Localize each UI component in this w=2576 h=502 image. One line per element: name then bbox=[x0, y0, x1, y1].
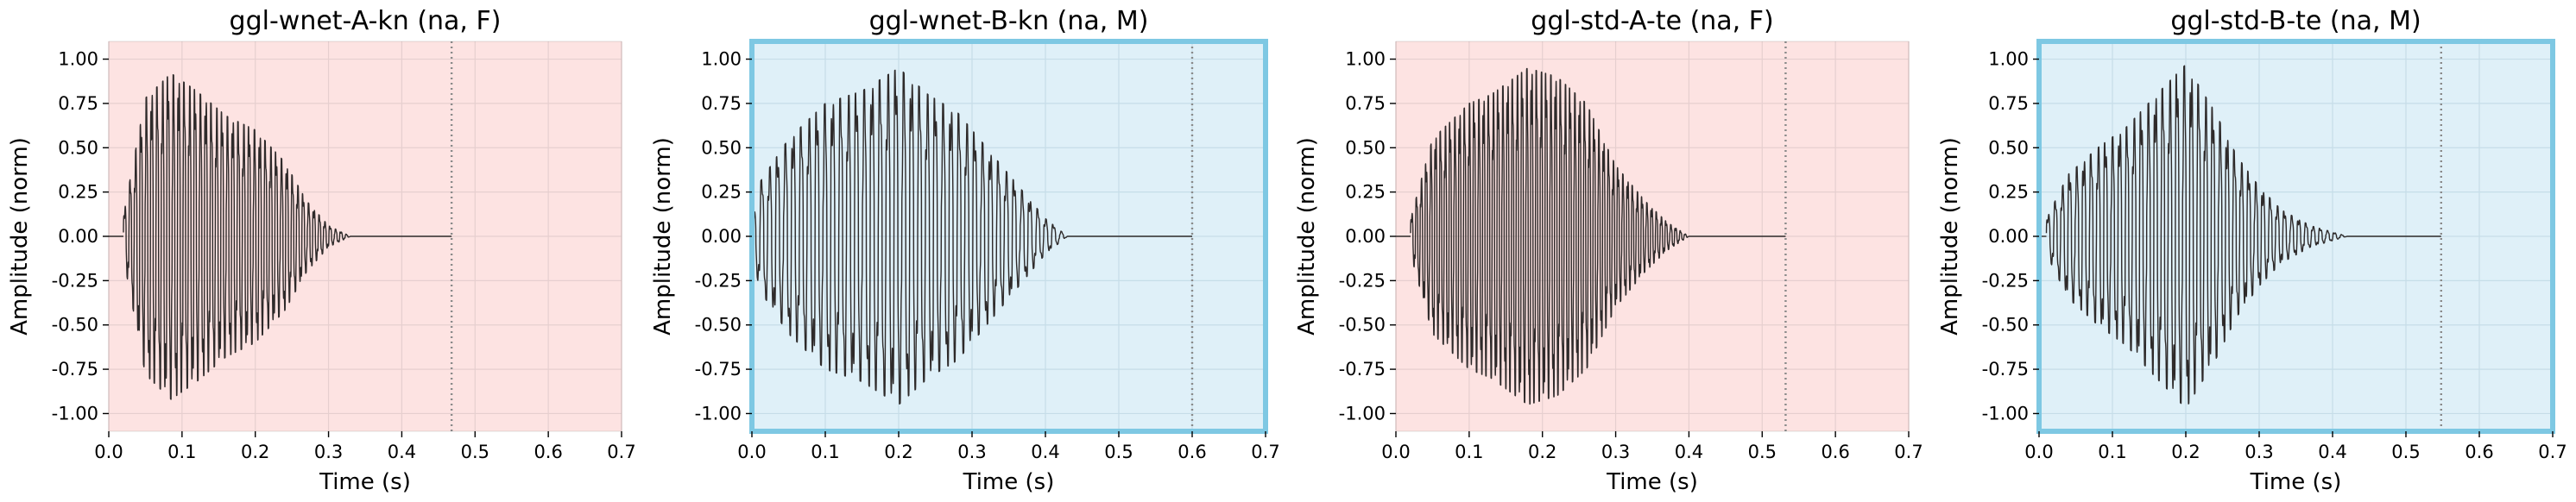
x-tick-label: 0.2 bbox=[884, 442, 912, 462]
y-tick-label: 0.00 bbox=[58, 226, 98, 247]
y-tick-label: -1.00 bbox=[52, 403, 98, 424]
x-tick-label: 0.2 bbox=[2171, 442, 2200, 462]
x-tick-label: 0.0 bbox=[1381, 442, 1410, 462]
y-tick-label: -0.75 bbox=[695, 359, 742, 380]
chart-panel-4: 0.0 0.1 0.2 0.3 0.4 0.5 0.6 0.7-1.00-0.75-0.50-… bbox=[1937, 6, 2567, 495]
y-tick-label: 0.50 bbox=[701, 137, 742, 158]
x-tick-label: 0.5 bbox=[461, 442, 489, 462]
y-tick-label: -0.25 bbox=[1982, 270, 2029, 291]
y-tick-label: 0.75 bbox=[1988, 93, 2029, 114]
x-tick-label: 0.4 bbox=[388, 442, 416, 462]
x-tick-label: 0.4 bbox=[1031, 442, 1059, 462]
x-tick-label: 0.6 bbox=[2465, 442, 2493, 462]
y-tick-label: 0.00 bbox=[1345, 226, 1386, 247]
waveform-line bbox=[1410, 67, 1786, 405]
x-tick-label: 0.2 bbox=[241, 442, 269, 462]
chart-panel-2: 0.0 0.1 0.2 0.3 0.4 0.5 0.6 0.7-1.00-0.75-0.50-… bbox=[650, 6, 1280, 495]
x-tick-label: 0.3 bbox=[1601, 442, 1630, 462]
y-tick-label: 0.50 bbox=[58, 137, 98, 158]
y-axis-label: Amplitude (norm) bbox=[1294, 137, 1320, 336]
y-tick-label: 0.75 bbox=[701, 93, 742, 114]
waveform-line bbox=[751, 69, 1192, 405]
x-tick-label: 0.6 bbox=[1178, 442, 1206, 462]
x-tick-label: 0.7 bbox=[607, 442, 635, 462]
x-tick-label: 0.6 bbox=[1821, 442, 1849, 462]
y-axis: -1.00 -0.75 -0.50 -0.25 0.00 0.25 0.50 0.75 1.00 bbox=[1982, 49, 2039, 424]
y-axis: -1.00 -0.75 -0.50 -0.25 0.00 0.25 0.50 0.75 1.00 bbox=[695, 49, 752, 424]
waveform-line bbox=[2045, 65, 2441, 405]
y-tick-label: 0.00 bbox=[1988, 226, 2029, 247]
y-tick-label: 0.50 bbox=[1345, 137, 1386, 158]
y-tick-label: 1.00 bbox=[701, 49, 742, 70]
x-tick-label: 0.1 bbox=[811, 442, 839, 462]
x-axis-label: Time (s) bbox=[2250, 469, 2342, 495]
x-tick-label: 0.2 bbox=[1528, 442, 1556, 462]
y-tick-label: -1.00 bbox=[695, 403, 742, 424]
y-axis: -1.00 -0.75 -0.50 -0.25 0.00 0.25 0.50 0.75 1.00 bbox=[52, 49, 109, 424]
y-tick-label: -0.50 bbox=[1339, 315, 1386, 336]
chart-panel-3: 0.0 0.1 0.2 0.3 0.4 0.5 0.6 0.7-1.00-0.75-0.50-… bbox=[1294, 6, 1923, 495]
x-axis-label: Time (s) bbox=[319, 469, 411, 495]
y-tick-label: -0.50 bbox=[695, 315, 742, 336]
y-tick-label: -0.25 bbox=[695, 270, 742, 291]
y-tick-label: -0.25 bbox=[1339, 270, 1386, 291]
y-axis-label: Amplitude (norm) bbox=[650, 137, 676, 336]
x-axis: 0.0 0.1 0.2 0.3 0.4 0.5 0.6 0.7 bbox=[737, 431, 1280, 462]
x-tick-label: 0.1 bbox=[1455, 442, 1483, 462]
x-tick-label: 0.7 bbox=[2538, 442, 2567, 462]
x-tick-label: 0.7 bbox=[1251, 442, 1279, 462]
x-tick-label: 0.1 bbox=[2098, 442, 2126, 462]
y-tick-label: 0.50 bbox=[1988, 137, 2029, 158]
y-axis: -1.00 -0.75 -0.50 -0.25 0.00 0.25 0.50 0.75 1.00 bbox=[1339, 49, 1396, 424]
y-tick-label: 0.25 bbox=[1345, 182, 1386, 203]
chart-title: ggl-std-B-te (na, M) bbox=[2170, 6, 2421, 36]
x-tick-label: 0.3 bbox=[957, 442, 986, 462]
y-tick-label: -1.00 bbox=[1982, 403, 2029, 424]
x-axis-label: Time (s) bbox=[963, 469, 1055, 495]
x-tick-label: 0.7 bbox=[1894, 442, 1923, 462]
x-axis-label: Time (s) bbox=[1606, 469, 1698, 495]
x-tick-label: 0.6 bbox=[534, 442, 562, 462]
x-tick-label: 0.0 bbox=[94, 442, 123, 462]
y-tick-label: 1.00 bbox=[58, 49, 98, 70]
y-tick-label: 0.00 bbox=[701, 226, 742, 247]
x-axis: 0.0 0.1 0.2 0.3 0.4 0.5 0.6 0.7 bbox=[1381, 431, 1923, 462]
y-tick-label: -0.75 bbox=[52, 359, 98, 380]
y-tick-label: 0.75 bbox=[1345, 93, 1386, 114]
y-tick-label: -0.75 bbox=[1982, 359, 2029, 380]
y-tick-label: 0.25 bbox=[58, 182, 98, 203]
y-axis-label: Amplitude (norm) bbox=[7, 137, 33, 336]
y-tick-label: 1.00 bbox=[1988, 49, 2029, 70]
y-axis-label: Amplitude (norm) bbox=[1937, 137, 1963, 336]
y-tick-label: -0.25 bbox=[52, 270, 98, 291]
x-axis: 0.0 0.1 0.2 0.3 0.4 0.5 0.6 0.7 bbox=[2024, 431, 2567, 462]
x-tick-label: 0.4 bbox=[2318, 442, 2346, 462]
chart-panel-1: 0.0 0.1 0.2 0.3 0.4 0.5 0.6 0.7-1.00-0.75-0.50-… bbox=[7, 6, 636, 495]
x-tick-label: 0.1 bbox=[167, 442, 196, 462]
x-tick-label: 0.5 bbox=[1748, 442, 1777, 462]
chart-title: ggl-wnet-A-kn (na, F) bbox=[230, 6, 502, 36]
waveform-line bbox=[123, 73, 452, 400]
chart-title: ggl-wnet-B-kn (na, M) bbox=[869, 6, 1149, 36]
x-tick-label: 0.4 bbox=[1675, 442, 1703, 462]
grid bbox=[108, 41, 622, 431]
y-tick-label: -0.50 bbox=[52, 315, 98, 336]
x-tick-label: 0.0 bbox=[737, 442, 766, 462]
x-axis: 0.0 0.1 0.2 0.3 0.4 0.5 0.6 0.7 bbox=[94, 431, 636, 462]
y-tick-label: 1.00 bbox=[1345, 49, 1386, 70]
y-tick-label: 0.25 bbox=[1988, 182, 2029, 203]
x-tick-label: 0.3 bbox=[2245, 442, 2273, 462]
y-tick-label: -0.75 bbox=[1339, 359, 1386, 380]
x-tick-label: 0.5 bbox=[2391, 442, 2420, 462]
x-tick-label: 0.3 bbox=[314, 442, 343, 462]
x-tick-label: 0.5 bbox=[1104, 442, 1133, 462]
y-tick-label: -0.50 bbox=[1982, 315, 2029, 336]
y-tick-label: 0.75 bbox=[58, 93, 98, 114]
y-tick-label: -1.00 bbox=[1339, 403, 1386, 424]
x-tick-label: 0.0 bbox=[2024, 442, 2053, 462]
chart-title: ggl-std-A-te (na, F) bbox=[1531, 6, 1773, 36]
y-tick-label: 0.25 bbox=[701, 182, 742, 203]
